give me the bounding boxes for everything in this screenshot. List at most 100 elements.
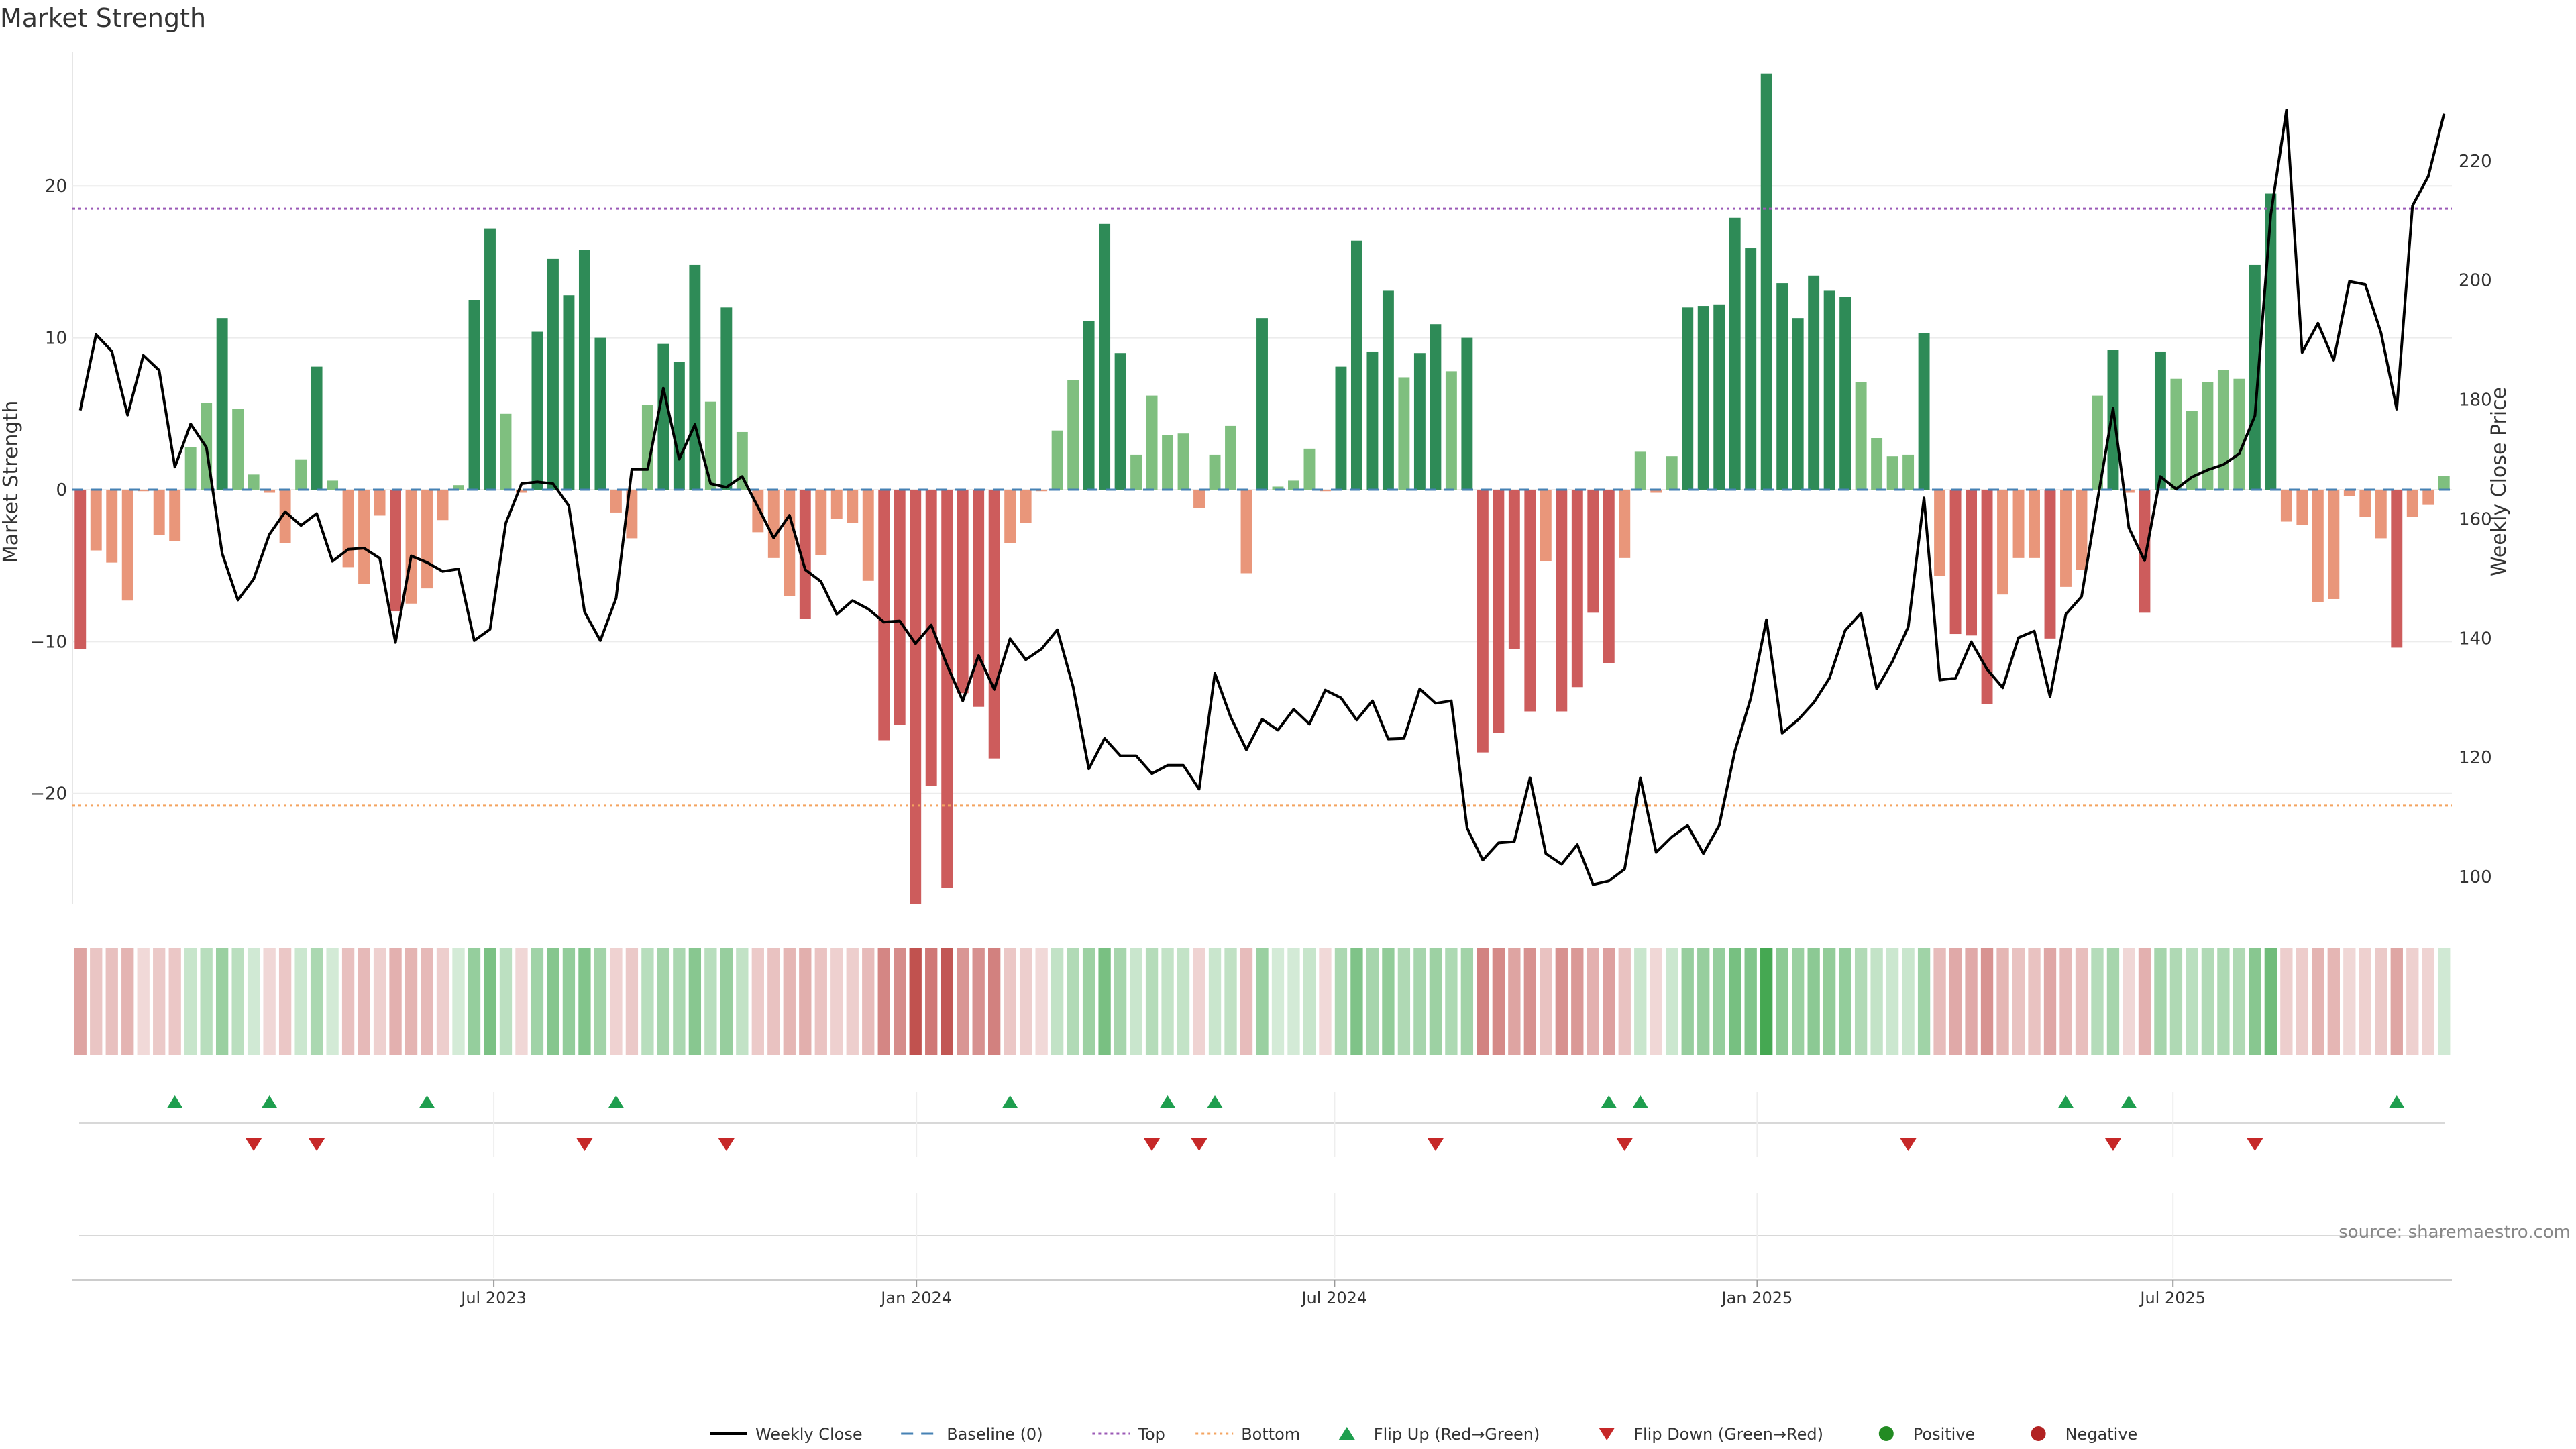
left-tick-label: 0 [56, 480, 67, 500]
heat-cell [720, 948, 733, 1055]
heat-cell [1193, 948, 1205, 1055]
heat-cell [1271, 948, 1285, 1055]
flip-up-marker [2057, 1095, 2074, 1108]
flip-up-marker [1002, 1095, 1018, 1108]
strength-bar [1445, 371, 1457, 490]
heat-cell [1823, 948, 1836, 1055]
heat-cell [278, 948, 292, 1055]
legend-item-line: Weekly Close [710, 1425, 863, 1444]
heat-cell [2264, 948, 2277, 1055]
flip-up-marker [2121, 1095, 2137, 1108]
strength-bar [704, 401, 716, 490]
strength-bar [2186, 411, 2198, 490]
heat-cell [1256, 948, 1269, 1055]
strength-bar [2154, 351, 2166, 490]
strength-bar [1855, 382, 1867, 490]
heat-cell [452, 948, 465, 1055]
heat-cell [231, 948, 244, 1055]
date-tick-label: Jul 2023 [460, 1289, 527, 1307]
strength-bar [106, 489, 118, 563]
heat-cell [2201, 948, 2214, 1055]
heat-cell [2406, 948, 2419, 1055]
weekly-close-line [78, 109, 2446, 886]
strength-bar [484, 228, 496, 490]
strength-bar [1083, 321, 1095, 490]
heat-cell [1965, 948, 1978, 1055]
legend-item-baseline: Baseline (0) [901, 1425, 1043, 1444]
heat-cell [1902, 948, 1915, 1055]
strength-bar [988, 489, 1000, 759]
lower-panel [79, 1193, 2445, 1278]
strength-bar [941, 489, 953, 888]
heat-cell [610, 948, 623, 1055]
strength-bar [1335, 366, 1347, 490]
heat-cell [74, 948, 87, 1055]
right-tick-label: 120 [2459, 748, 2492, 768]
strength-bar [248, 474, 260, 490]
flip-down-marker [576, 1138, 593, 1151]
strength-bar [973, 489, 985, 707]
heat-cell [1571, 948, 1584, 1055]
chart-title: Market Strength [0, 3, 206, 33]
heat-cell [326, 948, 339, 1055]
strength-bar [1650, 489, 1662, 493]
strength-bar [74, 489, 87, 649]
strength-bar [500, 413, 512, 490]
strength-bar [264, 489, 276, 493]
heat-cell [1319, 948, 1332, 1055]
strength-bar [1177, 433, 1189, 490]
strength-bar [2343, 489, 2355, 496]
strength-bar [689, 264, 701, 490]
strength-bar [2044, 489, 2056, 639]
flip-down-marker [2247, 1138, 2263, 1151]
heat-cell [2359, 948, 2371, 1055]
legend-label: Positive [1913, 1425, 1976, 1444]
strength-bar [1839, 297, 1851, 490]
heat-cell [2296, 948, 2309, 1055]
legend-label: Bottom [1241, 1425, 1300, 1444]
strength-bar [1886, 456, 1898, 490]
date-tick-label: Jul 2024 [1301, 1289, 1368, 1307]
heat-cell [1177, 948, 1190, 1055]
right-tick-label: 140 [2459, 629, 2492, 649]
right-axis-title: Weekly Close Price [2487, 387, 2511, 576]
source-label: source: sharemaestro.com [2339, 1222, 2571, 1242]
heat-cell [1413, 948, 1426, 1055]
heat-cell [1004, 948, 1016, 1055]
strength-bar [2359, 489, 2371, 517]
flip-down-marker [1900, 1138, 1917, 1151]
heat-cell [941, 948, 953, 1055]
right-tick-label: 180 [2459, 390, 2492, 411]
strength-bar [1682, 307, 1694, 490]
strength-bar [1193, 489, 1205, 508]
strength-bar [1729, 217, 1741, 490]
heat-cell [1508, 948, 1521, 1055]
heat-cell [1760, 948, 1773, 1055]
reference-lines [72, 207, 2452, 807]
heat-cell [1792, 948, 1805, 1055]
strength-bar [374, 489, 386, 516]
legend-label: Top [1137, 1425, 1165, 1444]
heat-cell [1996, 948, 2009, 1055]
left-tick-label: −10 [30, 632, 67, 652]
strength-bar [1240, 489, 1252, 574]
heat-cell [1807, 948, 1820, 1055]
legend-label: Baseline (0) [947, 1425, 1042, 1444]
strength-bar [1051, 430, 1063, 490]
heat-strip [74, 948, 2451, 1055]
heat-cell [2091, 948, 2104, 1055]
heat-cell [1540, 948, 1552, 1055]
strength-bar [1209, 454, 1221, 490]
heat-cell [1067, 948, 1079, 1055]
strength-bar [153, 489, 165, 535]
flip-down-marker [1427, 1138, 1444, 1151]
strength-bar [862, 489, 874, 581]
flip-down-marker [1191, 1138, 1208, 1151]
strength-bar [784, 489, 796, 596]
strength-bar [1508, 489, 1520, 649]
heat-cell [909, 948, 922, 1055]
heat-cell [1460, 948, 1474, 1055]
strength-bar [311, 366, 323, 490]
strength-bar [1225, 425, 1236, 490]
date-tick-label: Jan 2025 [1721, 1289, 1793, 1307]
